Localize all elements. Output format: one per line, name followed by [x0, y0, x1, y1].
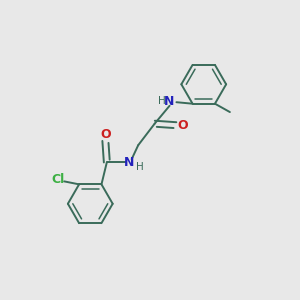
Text: N: N [164, 94, 175, 107]
Text: Cl: Cl [52, 173, 65, 186]
Text: N: N [124, 156, 134, 169]
Text: O: O [100, 128, 111, 141]
Text: H: H [158, 96, 165, 106]
Text: H: H [136, 162, 144, 172]
Text: O: O [177, 119, 188, 132]
